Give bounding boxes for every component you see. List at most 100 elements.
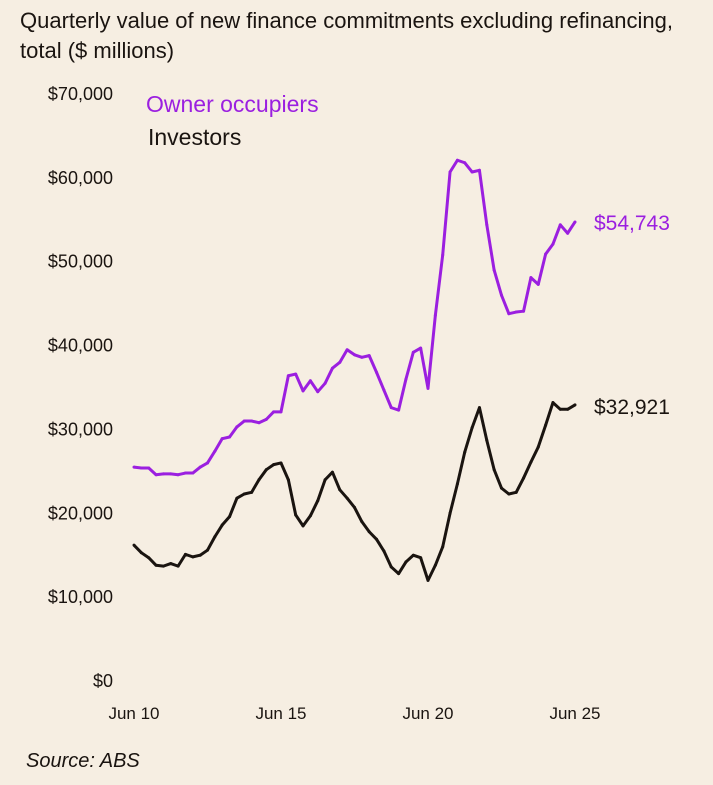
data-point xyxy=(301,389,305,393)
data-point xyxy=(272,463,276,467)
data-point xyxy=(228,515,232,519)
data-point xyxy=(147,466,151,470)
data-point xyxy=(470,170,474,174)
y-tick-label: $60,000 xyxy=(48,168,113,188)
data-point xyxy=(308,379,312,383)
data-point xyxy=(220,437,224,441)
data-point xyxy=(500,293,503,297)
data-point xyxy=(514,490,518,494)
data-point xyxy=(316,499,320,503)
data-point xyxy=(161,564,165,568)
data-point xyxy=(161,472,165,476)
data-point xyxy=(154,473,158,477)
data-point xyxy=(213,535,217,539)
data-point xyxy=(558,407,562,411)
source-note: Source: ABS xyxy=(26,750,140,772)
data-point xyxy=(419,556,423,560)
data-point xyxy=(448,511,452,515)
data-point xyxy=(382,388,386,392)
data-point xyxy=(132,543,136,547)
y-tick-label: $70,000 xyxy=(48,84,113,104)
data-point xyxy=(147,556,151,560)
data-point xyxy=(139,466,143,470)
data-point xyxy=(257,478,261,482)
data-point xyxy=(198,553,202,557)
data-point xyxy=(257,421,261,425)
data-point xyxy=(375,370,379,374)
data-point xyxy=(470,426,474,430)
data-point xyxy=(573,220,577,224)
end-label-investors: $32,921 xyxy=(594,396,670,419)
data-point xyxy=(220,523,224,527)
data-point xyxy=(169,562,173,566)
data-point xyxy=(279,461,283,465)
x-tick-label: Jun 25 xyxy=(549,704,600,723)
data-point xyxy=(551,242,555,246)
data-point xyxy=(183,471,187,475)
data-point xyxy=(433,313,437,317)
data-point xyxy=(228,435,232,439)
data-point xyxy=(360,520,364,524)
data-point xyxy=(507,312,511,316)
data-point xyxy=(316,390,320,394)
data-point xyxy=(551,401,555,405)
data-point xyxy=(566,231,570,235)
data-point xyxy=(485,438,489,442)
data-point xyxy=(375,537,379,541)
data-point xyxy=(522,476,526,480)
data-point xyxy=(272,410,276,414)
data-point xyxy=(176,564,180,568)
data-point xyxy=(191,471,195,475)
x-tick-label: Jun 20 xyxy=(402,704,453,723)
data-point xyxy=(367,354,371,358)
data-point xyxy=(411,350,415,354)
data-point xyxy=(176,473,180,477)
legend-owner-occupiers: Owner occupiers xyxy=(146,91,319,117)
data-point xyxy=(345,496,349,500)
series-line-owner-occupiers xyxy=(133,158,577,477)
data-point xyxy=(330,366,334,370)
data-point xyxy=(455,158,459,162)
data-point xyxy=(411,553,415,557)
data-point xyxy=(573,403,577,407)
data-point xyxy=(433,563,437,567)
y-tick-label: $30,000 xyxy=(48,419,113,439)
data-point xyxy=(235,496,239,500)
data-point xyxy=(404,377,408,381)
data-point xyxy=(242,492,246,496)
data-point xyxy=(477,168,481,172)
data-point xyxy=(500,486,503,490)
y-tick-label: $0 xyxy=(93,671,113,691)
data-point xyxy=(419,346,423,350)
data-point xyxy=(250,490,254,494)
data-point xyxy=(286,374,290,378)
data-point xyxy=(294,513,298,517)
end-label-owner-occupiers: $54,743 xyxy=(594,212,670,235)
data-point xyxy=(441,253,445,257)
data-point xyxy=(426,578,430,582)
data-point xyxy=(455,482,459,486)
data-point xyxy=(529,460,533,464)
data-point xyxy=(169,472,173,476)
data-point xyxy=(477,406,481,410)
data-point xyxy=(206,461,209,465)
data-point xyxy=(183,552,187,556)
series-line-investors xyxy=(132,401,576,582)
data-point xyxy=(544,423,548,427)
data-point xyxy=(397,572,401,576)
data-point xyxy=(463,161,467,165)
data-point xyxy=(294,372,298,376)
data-point xyxy=(404,560,408,564)
data-point xyxy=(286,478,290,482)
y-tick-label: $10,000 xyxy=(48,587,113,607)
data-point xyxy=(308,514,312,518)
data-point xyxy=(514,310,518,314)
data-point xyxy=(463,450,467,454)
data-point xyxy=(492,268,496,272)
data-point xyxy=(250,419,254,423)
data-point xyxy=(338,488,342,492)
data-point xyxy=(360,355,364,359)
data-point xyxy=(132,465,136,469)
data-point xyxy=(441,545,445,549)
